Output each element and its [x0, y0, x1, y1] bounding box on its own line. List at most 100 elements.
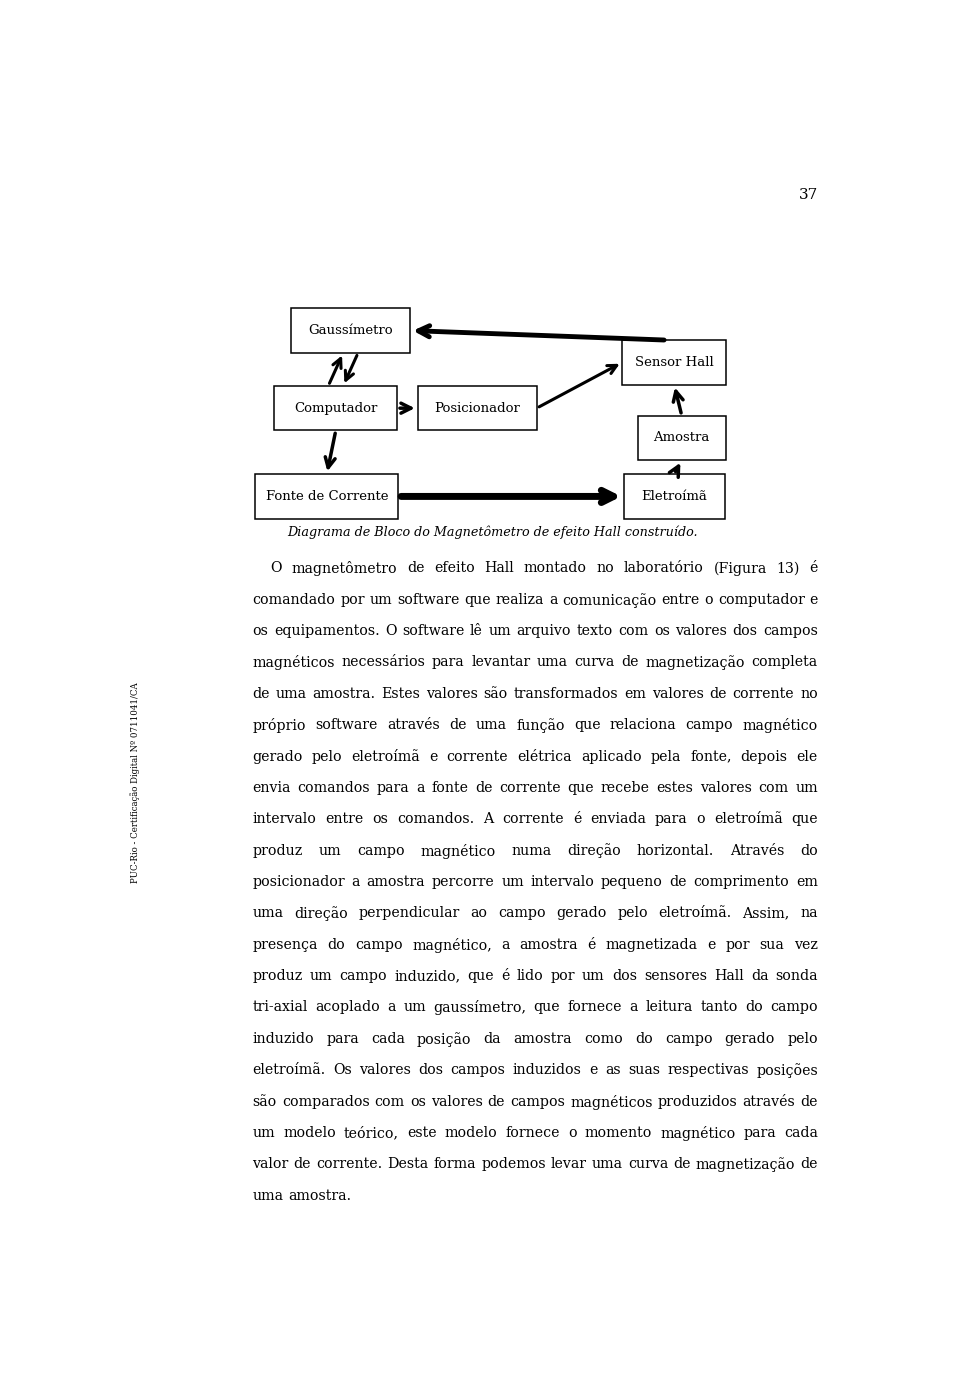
Text: dos: dos — [612, 969, 636, 983]
Text: é: é — [809, 561, 818, 576]
Text: valores: valores — [431, 1095, 483, 1109]
Text: lido: lido — [516, 969, 543, 983]
Text: campo: campo — [357, 844, 404, 858]
Text: ao: ao — [470, 906, 488, 920]
Text: é: é — [501, 969, 510, 983]
Text: pelo: pelo — [787, 1032, 818, 1045]
Text: dos: dos — [419, 1063, 444, 1077]
Text: de: de — [801, 1095, 818, 1109]
Text: recebe: recebe — [601, 780, 650, 795]
Text: amostra: amostra — [367, 876, 425, 889]
Text: amostra.: amostra. — [288, 1189, 351, 1203]
Text: que: que — [465, 592, 491, 606]
Text: magnetização: magnetização — [646, 656, 745, 670]
Text: comandado: comandado — [252, 592, 335, 606]
Text: um: um — [501, 876, 524, 889]
FancyBboxPatch shape — [275, 385, 397, 431]
Text: comparados: comparados — [281, 1095, 370, 1109]
Text: transformados: transformados — [514, 686, 618, 700]
Text: posição: posição — [417, 1032, 471, 1047]
Text: equipamentos.: equipamentos. — [274, 624, 379, 638]
Text: percorre: percorre — [432, 876, 494, 889]
Text: podemos: podemos — [481, 1157, 546, 1171]
Text: respectivas: respectivas — [667, 1063, 749, 1077]
Text: software: software — [397, 592, 459, 606]
Text: comunicação: comunicação — [563, 592, 657, 608]
Text: uma: uma — [537, 656, 568, 670]
Text: uma: uma — [592, 1157, 623, 1171]
Text: e: e — [589, 1063, 597, 1077]
Text: e: e — [708, 938, 716, 952]
Text: Sensor Hall: Sensor Hall — [635, 356, 713, 369]
Text: eletroímã.: eletroímã. — [252, 1063, 325, 1077]
Text: gerado: gerado — [556, 906, 607, 920]
Text: entre: entre — [325, 812, 364, 826]
Text: a: a — [351, 876, 360, 889]
Text: valores: valores — [426, 686, 478, 700]
Text: fonte,: fonte, — [690, 750, 732, 764]
Text: software: software — [315, 718, 377, 732]
Text: fornece: fornece — [505, 1126, 560, 1139]
Text: campo: campo — [340, 969, 387, 983]
Text: magnético: magnético — [420, 844, 495, 859]
Text: por: por — [340, 592, 365, 606]
Text: Gaussímetro: Gaussímetro — [308, 325, 393, 337]
Text: de: de — [621, 656, 639, 670]
Text: pela: pela — [651, 750, 681, 764]
Text: da: da — [484, 1032, 501, 1045]
Text: para: para — [655, 812, 687, 826]
Text: de: de — [673, 1157, 691, 1171]
Text: campo: campo — [685, 718, 733, 732]
Text: para: para — [432, 656, 465, 670]
Text: A: A — [483, 812, 493, 826]
Text: campo: campo — [498, 906, 545, 920]
Text: numa: numa — [512, 844, 551, 858]
Text: teórico,: teórico, — [344, 1126, 399, 1139]
Text: envia: envia — [252, 780, 291, 795]
Text: produzidos: produzidos — [658, 1095, 737, 1109]
Text: magnético,: magnético, — [412, 938, 492, 953]
Text: modelo: modelo — [283, 1126, 336, 1139]
Text: que: que — [567, 780, 594, 795]
Text: valores: valores — [359, 1063, 411, 1077]
Text: texto: texto — [576, 624, 612, 638]
Text: os: os — [654, 624, 670, 638]
Text: PUC-Rio - Certificação Digital Nº 0711041/CA: PUC-Rio - Certificação Digital Nº 071104… — [130, 682, 140, 882]
FancyBboxPatch shape — [624, 474, 725, 519]
Text: O: O — [271, 561, 282, 576]
Text: de: de — [801, 1157, 818, 1171]
Text: campos: campos — [450, 1063, 506, 1077]
Text: do: do — [327, 938, 346, 952]
Text: pelo: pelo — [312, 750, 343, 764]
Text: de: de — [294, 1157, 311, 1171]
Text: um: um — [370, 592, 392, 606]
Text: amostra: amostra — [519, 938, 578, 952]
Text: de: de — [488, 1095, 505, 1109]
Text: horizontal.: horizontal. — [636, 844, 714, 858]
Text: sonda: sonda — [776, 969, 818, 983]
Text: que: que — [791, 812, 818, 826]
Text: estes: estes — [657, 780, 693, 795]
Text: corrente: corrente — [502, 812, 564, 826]
Text: acoplado: acoplado — [315, 1000, 380, 1015]
Text: suas: suas — [628, 1063, 660, 1077]
Text: em: em — [624, 686, 646, 700]
Text: amostra: amostra — [514, 1032, 572, 1045]
Text: com: com — [758, 780, 788, 795]
Text: produz: produz — [252, 969, 302, 983]
Text: levar: levar — [551, 1157, 587, 1171]
Text: a: a — [549, 592, 557, 606]
Text: para: para — [376, 780, 409, 795]
Text: enviada: enviada — [590, 812, 646, 826]
Text: Desta: Desta — [388, 1157, 429, 1171]
Text: Os: Os — [333, 1063, 351, 1077]
Text: induzido: induzido — [252, 1032, 314, 1045]
Text: Assim,: Assim, — [742, 906, 790, 920]
Text: direção: direção — [567, 844, 621, 859]
Text: presença: presença — [252, 938, 318, 952]
Text: tri-axial: tri-axial — [252, 1000, 308, 1015]
FancyBboxPatch shape — [418, 385, 537, 431]
Text: cada: cada — [784, 1126, 818, 1139]
Text: corrente: corrente — [499, 780, 561, 795]
FancyBboxPatch shape — [291, 308, 410, 354]
